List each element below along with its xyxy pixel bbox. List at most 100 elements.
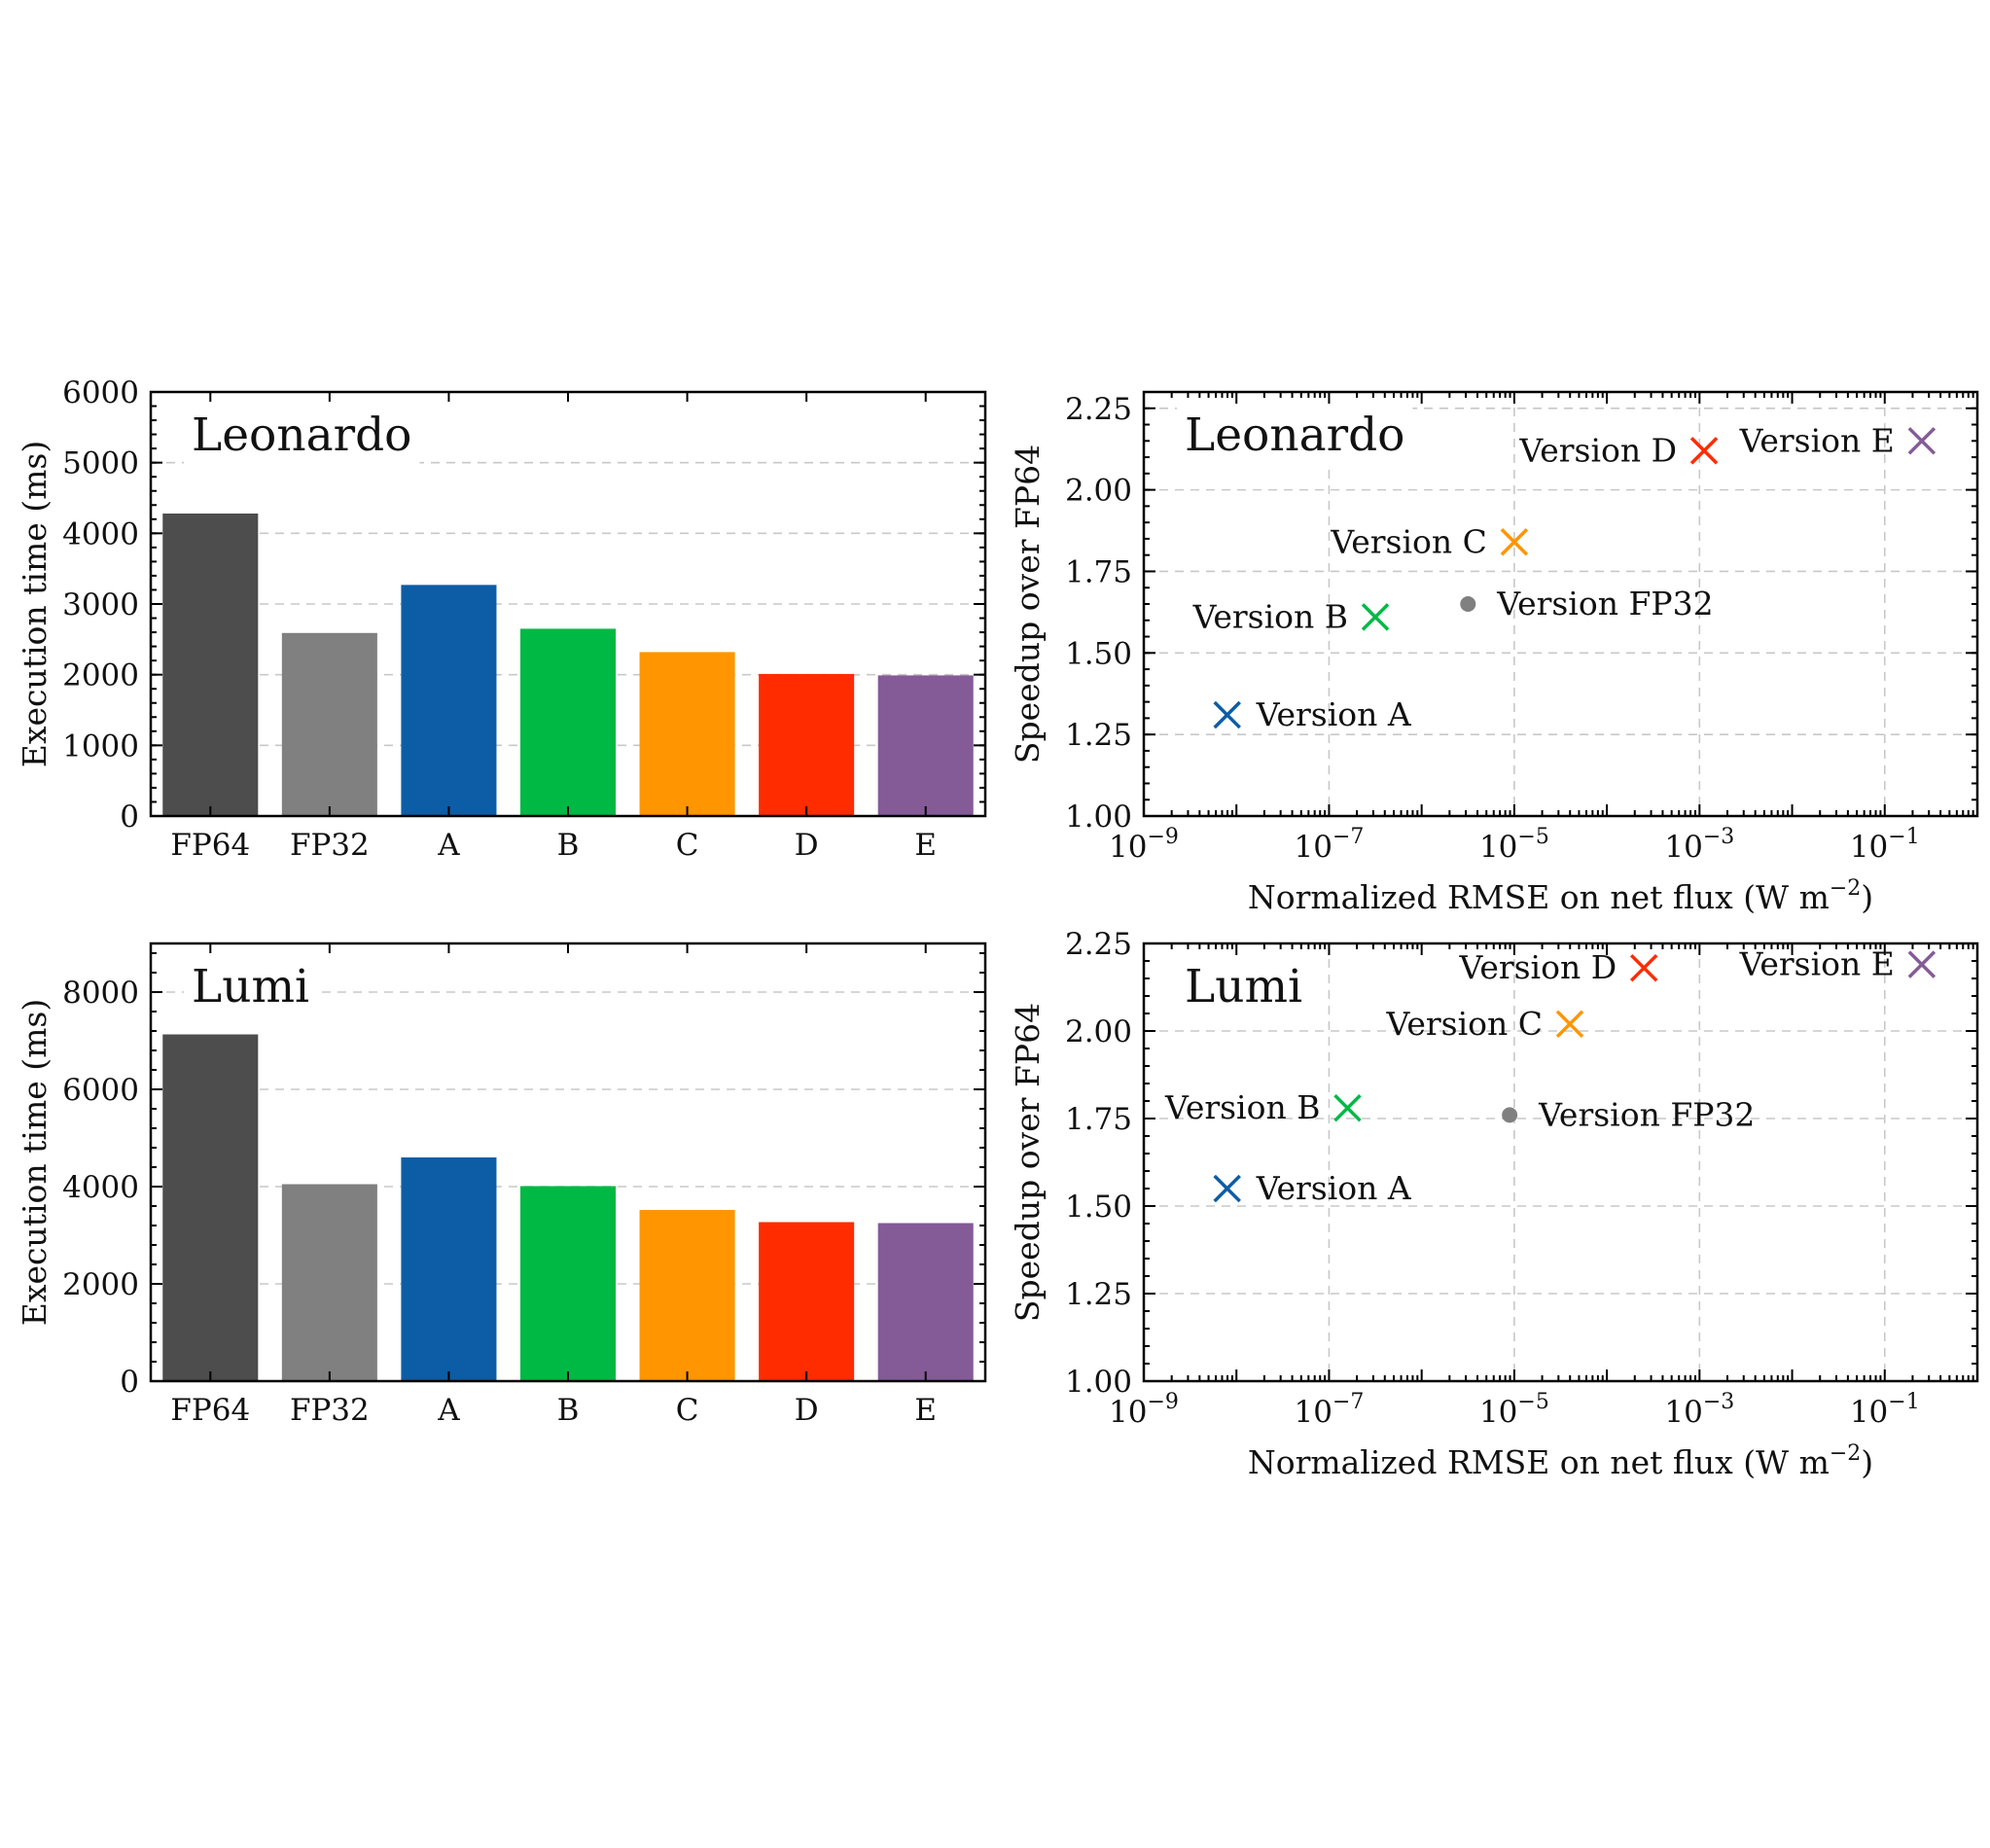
panel-label: Lumi <box>192 960 309 1013</box>
x-tick-label: 10−3 <box>1664 825 1734 865</box>
point-label: Version C <box>1386 1005 1543 1043</box>
panel-label: Leonardo <box>1185 409 1404 462</box>
x-tick-label: C <box>676 1393 699 1428</box>
chart-2-bar: FP64 FP32 A B C D E 0 2000 4000 6000 8000 Execution … <box>16 942 987 1428</box>
point-label: Version E <box>1739 421 1895 459</box>
bar-B <box>519 1186 617 1381</box>
point-label: Version A <box>1256 1169 1412 1207</box>
point-marker <box>1907 427 1937 455</box>
y-tick-label: 2.00 <box>1065 474 1132 509</box>
y-tick-label: 2000 <box>62 658 139 693</box>
y-tick-label: 4000 <box>62 1170 139 1205</box>
y-tick-label: 1.25 <box>1065 718 1132 753</box>
x-tick-label: 10−1 <box>1850 825 1920 865</box>
y-tick-label: 0 <box>120 1365 139 1400</box>
x-tick-label: E <box>914 828 937 863</box>
bar-C <box>639 1210 735 1381</box>
panel-label: Lumi <box>1185 960 1302 1013</box>
y-tick-label: 6000 <box>62 375 139 410</box>
y-tick-label: 1.50 <box>1065 1190 1132 1225</box>
y-tick-label: 0 <box>120 800 139 835</box>
point-label: Version B <box>1192 597 1348 635</box>
y-tick-label: 2.00 <box>1065 1014 1132 1049</box>
panel-label-background <box>184 956 318 1017</box>
panel-label-background <box>1177 405 1413 466</box>
point-marker <box>1460 596 1476 612</box>
y-tick-label: 5000 <box>62 446 139 481</box>
x-tick-label: 10−5 <box>1479 825 1549 865</box>
y-axis-label: Speedup over FP64 <box>1009 1003 1047 1322</box>
plot-frame <box>1142 942 1979 1383</box>
panel-label: Leonardo <box>192 409 411 462</box>
bar-FP32 <box>281 1184 377 1381</box>
bar-FP64 <box>162 1034 259 1381</box>
plot-frame <box>149 390 987 818</box>
point-marker <box>1500 528 1529 556</box>
bar-D <box>759 673 855 816</box>
x-tick-label: E <box>914 1393 937 1428</box>
plot-frame <box>149 942 987 1383</box>
point-marker <box>1629 953 1658 982</box>
point-marker <box>1213 1174 1241 1203</box>
point-label: Version E <box>1739 945 1895 983</box>
panel-label-background <box>184 405 420 466</box>
point-marker <box>1361 603 1390 631</box>
point-label: Version FP32 <box>1496 585 1713 622</box>
point-marker <box>1907 950 1937 978</box>
point-marker <box>1502 1107 1518 1123</box>
bar-D <box>759 1222 855 1381</box>
point-marker <box>1689 437 1719 465</box>
y-tick-label: 3000 <box>62 587 139 622</box>
y-tick-label: 1.50 <box>1065 636 1132 671</box>
x-tick-label: FP32 <box>290 1393 370 1428</box>
point-marker <box>1555 1010 1584 1039</box>
x-tick-label: C <box>676 828 699 863</box>
point-label: Version A <box>1256 695 1412 733</box>
x-tick-label: 10−1 <box>1850 1390 1920 1430</box>
x-tick-label: B <box>557 1393 580 1428</box>
y-tick-label: 1.00 <box>1065 1365 1132 1400</box>
x-axis-label: Normalized RMSE on net flux (W m−2) <box>1248 1441 1873 1481</box>
panel-label-background <box>1177 956 1311 1017</box>
x-tick-label: 10−5 <box>1479 1390 1549 1430</box>
x-tick-label: 10−7 <box>1294 1390 1364 1430</box>
y-axis-label: Speedup over FP64 <box>1009 444 1047 764</box>
x-tick-label: FP32 <box>290 828 370 863</box>
x-tick-label: A <box>437 1393 460 1428</box>
x-tick-label: 10−9 <box>1109 825 1179 865</box>
y-axis-label: Execution time (ms) <box>16 441 53 768</box>
chart-0-bar: FP64 FP32 A B C D E 0 1000 2000 3000 4000 5000 6000 Ex… <box>16 375 987 863</box>
x-tick-label: FP64 <box>170 828 250 863</box>
chart-3-scatter: 10−9 10−7 10−5 10−3 10−1 1.00 1.25 1.50 1.75 2.00… <box>1009 927 1979 1481</box>
y-tick-label: 1.75 <box>1065 1102 1132 1137</box>
point-label: Version B <box>1164 1088 1320 1126</box>
bar-B <box>519 628 617 816</box>
x-tick-label: A <box>437 828 460 863</box>
chart-1-scatter: 10−9 10−7 10−5 10−3 10−1 1.00 1.25 1.50 1.75 2.00… <box>1009 390 1979 916</box>
bar-A <box>401 1157 497 1381</box>
x-tick-label: D <box>795 828 819 863</box>
x-tick-label: 10−7 <box>1294 825 1364 865</box>
bar-FP64 <box>162 513 259 816</box>
bar-FP32 <box>281 632 377 816</box>
y-tick-label: 4000 <box>62 516 139 551</box>
y-tick-label: 1.75 <box>1065 554 1132 589</box>
bar-E <box>877 675 974 816</box>
y-tick-label: 1.25 <box>1065 1277 1132 1312</box>
point-marker <box>1213 700 1241 729</box>
point-label: Version D <box>1518 431 1677 469</box>
point-marker <box>1333 1093 1362 1122</box>
point-label: Version FP32 <box>1538 1095 1755 1133</box>
y-tick-label: 8000 <box>62 976 139 1011</box>
y-tick-label: 6000 <box>62 1073 139 1108</box>
x-tick-label: D <box>795 1393 819 1428</box>
bar-C <box>639 652 735 816</box>
x-axis-label: Normalized RMSE on net flux (W m−2) <box>1248 876 1873 916</box>
y-axis-label: Execution time (ms) <box>16 999 53 1327</box>
x-tick-label: 10−3 <box>1664 1390 1734 1430</box>
point-label: Version D <box>1459 948 1617 986</box>
y-tick-label: 2000 <box>62 1267 139 1302</box>
y-tick-label: 1.00 <box>1065 800 1132 835</box>
x-tick-label: B <box>557 828 580 863</box>
